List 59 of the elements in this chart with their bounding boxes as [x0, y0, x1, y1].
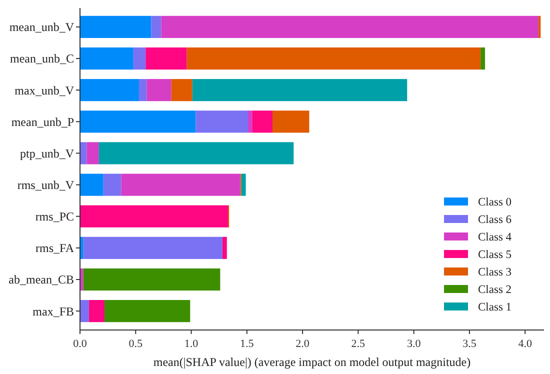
bar: [80, 205, 228, 228]
bar: [241, 174, 246, 196]
y-tick-label: rms_unb_V: [17, 178, 74, 192]
bar: [88, 300, 104, 322]
y-tick-label: max_FB: [32, 304, 74, 318]
bar: [80, 300, 89, 322]
bar: [80, 16, 152, 38]
bar: [80, 110, 196, 133]
bar: [146, 47, 187, 70]
bar: [480, 47, 486, 70]
y-tick-label: max_unb_V: [14, 83, 74, 98]
legend-label: Class 0: [478, 196, 512, 209]
x-tick-label: 3.0: [406, 338, 422, 350]
x-tick-label: 0.0: [73, 338, 88, 350]
y-tick-label: mean_unb_C: [10, 52, 74, 66]
bar: [186, 47, 481, 70]
x-tick-label: 1.0: [184, 338, 199, 350]
bar: [146, 79, 172, 102]
legend-label: Class 3: [478, 266, 512, 279]
bar: [121, 174, 240, 196]
legend-label: Class 1: [478, 302, 512, 314]
legend-label: Class 4: [478, 232, 512, 244]
bar: [83, 268, 220, 291]
x-tick-label: 2.0: [296, 338, 310, 350]
bar: [171, 79, 192, 102]
bar: [98, 142, 294, 164]
y-tick-label: mean_unb_P: [11, 114, 74, 129]
x-tick-label: 0.5: [128, 338, 144, 350]
y-tick-label: ptp_unb_V: [20, 146, 74, 160]
legend-label: Class 6: [478, 214, 512, 226]
bar: [104, 300, 190, 322]
legend-label: Class 2: [478, 284, 512, 296]
bar: [80, 142, 87, 164]
bar: [196, 110, 248, 133]
x-tick-label: 4.0: [518, 338, 532, 350]
bar: [103, 174, 122, 196]
bar: [86, 142, 99, 164]
y-tick-label: rms_PC: [35, 210, 74, 224]
bar: [80, 174, 104, 196]
bar: [272, 110, 310, 133]
bar: [133, 47, 146, 70]
y-tick-label: mean_unb_V: [9, 20, 74, 34]
x-axis-title: mean(|SHAP value|) (average impact on model output magnitude): [153, 355, 471, 369]
bar: [248, 110, 252, 133]
y-tick-label: ab_mean_CB: [8, 272, 74, 287]
bar: [161, 16, 538, 38]
x-tick-label: 1.5: [240, 338, 254, 350]
x-tick-label: 2.5: [351, 338, 366, 350]
bar: [222, 236, 227, 259]
bar: [252, 110, 272, 133]
bar: [138, 79, 147, 102]
bar: [80, 47, 134, 70]
bar: [83, 236, 222, 259]
y-tick-label: rms_FA: [36, 241, 74, 256]
legend-label: Class 5: [478, 249, 512, 262]
x-tick-label: 3.5: [462, 338, 477, 350]
bar: [151, 16, 162, 38]
bar: [192, 79, 408, 102]
bar: [80, 79, 139, 102]
